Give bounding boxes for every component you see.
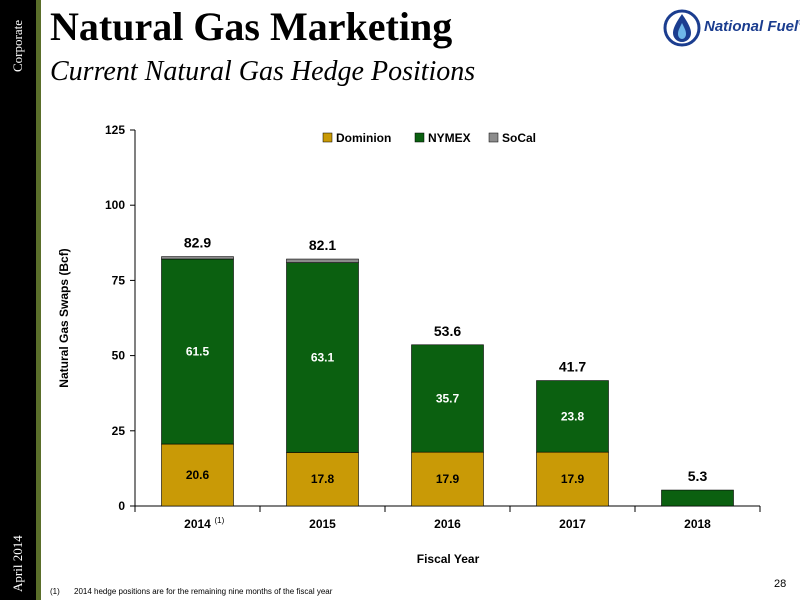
legend-swatch-nymex <box>414 132 425 143</box>
bar-value-label: 20.6 <box>186 468 210 482</box>
y-tick-label: 100 <box>105 198 125 212</box>
legend-swatch-socal <box>488 132 499 143</box>
legend-label: NYMEX <box>428 131 471 145</box>
bar-segment-nymex <box>661 489 734 507</box>
page-title: Natural Gas Marketing <box>50 4 453 49</box>
bar-segment-dominion <box>161 443 234 507</box>
page-subtitle: Current Natural Gas Hedge Positions <box>50 56 476 87</box>
x-tick-label: 2015 <box>309 517 336 531</box>
bar-value-label: 63.1 <box>311 351 335 365</box>
x-tick-label: 2018 <box>684 517 711 531</box>
x-tick-label: 2014 <box>184 517 211 531</box>
flame-drop-icon <box>663 9 701 47</box>
x-tick-label: 2016 <box>434 517 461 531</box>
y-tick-label: 25 <box>112 424 126 438</box>
bar-value-label: 17.8 <box>311 472 335 486</box>
footnote-text: 2014 hedge positions are for the remaini… <box>74 587 333 596</box>
logo-wordmark: National Fuel® <box>704 18 800 35</box>
bar-segment-nymex <box>161 258 234 445</box>
legend-label: Dominion <box>336 131 391 145</box>
bar-value-label: 61.5 <box>186 345 210 359</box>
bar-total-label: 53.6 <box>434 323 461 339</box>
y-tick-label: 50 <box>112 349 126 363</box>
bar-value-label: 17.9 <box>436 472 460 486</box>
legend-swatch-dominion <box>322 132 333 143</box>
x-axis-title: Fiscal Year <box>417 552 480 566</box>
national-fuel-logo: National Fuel® <box>662 8 800 48</box>
bar-value-label: 35.7 <box>436 391 460 405</box>
bar-segment-nymex <box>536 380 609 453</box>
y-tick-label: 125 <box>105 123 125 137</box>
y-tick-label: 0 <box>118 499 125 513</box>
bar-segment-nymex <box>411 344 484 453</box>
bar-segment-dominion <box>536 451 609 507</box>
y-axis-title: Natural Gas Swaps (Bcf) <box>57 248 71 387</box>
bar-total-label: 82.1 <box>309 237 336 253</box>
footnote-marker: (1) <box>50 587 60 596</box>
x-tick-superscript: (1) <box>215 516 225 525</box>
sidebar <box>0 0 36 600</box>
sidebar-accent-stripe <box>36 0 41 600</box>
bar-total-label: 5.3 <box>688 468 708 484</box>
y-tick-label: 75 <box>112 273 126 287</box>
bar-segment-socal <box>161 256 234 260</box>
bar-segment-socal <box>286 258 359 263</box>
bar-segment-nymex <box>286 262 359 453</box>
bar-segment-dominion <box>286 452 359 507</box>
bar-value-label: 17.9 <box>561 472 585 486</box>
legend-label: SoCal <box>502 131 536 145</box>
page-number: 28 <box>774 578 787 590</box>
bar-total-label: 82.9 <box>184 235 211 251</box>
bar-total-label: 41.7 <box>559 359 586 375</box>
footnote: (1) 2014 hedge positions are for the rem… <box>50 587 332 596</box>
x-tick-label: 2017 <box>559 517 586 531</box>
bar-value-label: 23.8 <box>561 409 585 423</box>
